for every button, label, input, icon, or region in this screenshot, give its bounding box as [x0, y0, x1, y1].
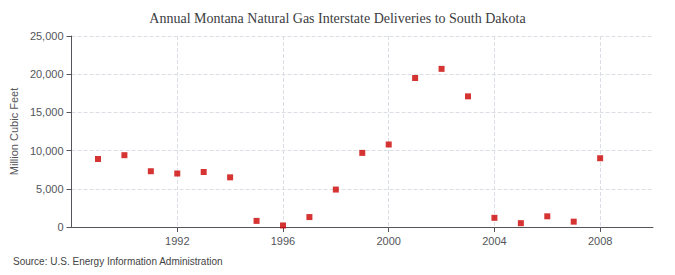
svg-text:25,000: 25,000	[30, 30, 64, 42]
svg-text:0: 0	[57, 221, 63, 233]
svg-text:1992: 1992	[165, 235, 189, 247]
svg-text:Annual Montana Natural Gas Int: Annual Montana Natural Gas Interstate De…	[149, 11, 526, 26]
svg-text:2008: 2008	[588, 235, 612, 247]
svg-text:2000: 2000	[376, 235, 400, 247]
svg-text:Source: U.S. Energy Informatio: Source: U.S. Energy Information Administ…	[13, 256, 223, 267]
svg-text:2004: 2004	[482, 235, 506, 247]
svg-text:5,000: 5,000	[36, 183, 64, 195]
svg-text:1996: 1996	[271, 235, 295, 247]
svg-text:15,000: 15,000	[30, 106, 64, 118]
svg-text:Million Cubic Feet: Million Cubic Feet	[8, 88, 20, 175]
svg-text:20,000: 20,000	[30, 68, 64, 80]
svg-text:10,000: 10,000	[30, 145, 64, 157]
